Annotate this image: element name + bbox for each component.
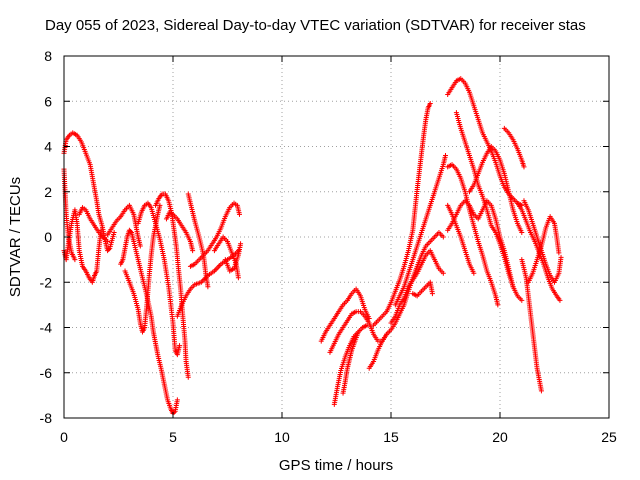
data-point: [364, 322, 370, 328]
series-arc-1: [61, 207, 104, 285]
data-point: [557, 297, 563, 303]
x-tick-label: 25: [601, 429, 617, 445]
data-point: [137, 243, 143, 249]
grid: [64, 56, 609, 418]
x-tick-label: 20: [492, 429, 508, 445]
x-tick-label: 5: [169, 429, 177, 445]
series-arc-30: [466, 144, 525, 235]
data-marks: [61, 76, 564, 416]
x-axis-ticks: 0 5 10 15 20 25: [60, 56, 617, 445]
data-point: [440, 270, 446, 276]
series-arc-24: [410, 279, 435, 299]
series-arc-10: [163, 209, 196, 254]
x-axis-title: GPS time / hours: [279, 457, 393, 474]
series-arc-19: [331, 329, 361, 407]
y-tick-label: 8: [44, 48, 52, 64]
data-point: [471, 270, 477, 276]
series-arc-8: [118, 227, 180, 416]
data-point: [521, 164, 527, 170]
data-point: [427, 101, 433, 107]
data-point: [185, 374, 191, 380]
series-arc-23: [388, 248, 446, 326]
data-point: [205, 284, 211, 290]
y-axis-ticks: -8 -6 -4 -2 0 2 4 6 8: [40, 48, 609, 426]
y-axis-title: SDTVAR / TECUs: [7, 177, 24, 297]
series-arc-9: [153, 191, 191, 380]
series-arc-7: [135, 200, 183, 358]
data-point: [556, 250, 562, 256]
series-arc-4: [76, 205, 111, 245]
data-point: [236, 211, 242, 217]
data-point: [366, 315, 372, 321]
series-arc-5: [105, 202, 143, 249]
data-point: [190, 248, 196, 254]
data-point: [126, 227, 132, 233]
data-point: [519, 229, 525, 235]
data-point: [127, 228, 133, 234]
x-tick-label: 10: [274, 429, 290, 445]
data-point: [440, 234, 446, 240]
series-arc-33: [519, 257, 544, 394]
y-tick-label: 2: [44, 184, 52, 200]
series-arc-34: [521, 198, 564, 285]
data-point: [538, 388, 544, 394]
data-point: [558, 254, 564, 260]
data-point: [238, 241, 244, 247]
y-tick-label: -4: [40, 320, 53, 336]
series-arc-27: [445, 162, 501, 308]
data-point: [510, 284, 516, 290]
data-point: [105, 239, 111, 245]
series-arc-29: [445, 198, 516, 290]
y-tick-label: 4: [44, 139, 52, 155]
y-tick-label: -6: [40, 365, 53, 381]
series-arc-22: [392, 153, 448, 308]
series-arc-20: [366, 229, 446, 371]
y-tick-label: 6: [44, 93, 52, 109]
series-arc-26: [453, 110, 525, 303]
data-point: [443, 153, 448, 159]
y-tick-label: -8: [40, 410, 53, 426]
data-point: [111, 229, 117, 235]
data-point: [157, 202, 163, 208]
data-point: [495, 302, 501, 308]
series-arc-35: [525, 214, 562, 285]
data-point: [177, 343, 183, 349]
data-point: [72, 257, 78, 263]
series-arc-21: [371, 101, 433, 328]
series-arc-6: [122, 202, 163, 335]
data-point: [429, 291, 435, 297]
data-point: [106, 246, 112, 252]
data-point: [519, 297, 525, 303]
x-tick-label: 15: [383, 429, 399, 445]
data-point: [174, 397, 180, 403]
data-point: [355, 329, 361, 335]
y-tick-label: -2: [40, 274, 53, 290]
series-arc-16: [318, 286, 372, 344]
series-arc-13: [187, 200, 242, 269]
x-tick-label: 0: [60, 429, 68, 445]
chart-title: Day 055 of 2023, Sidereal Day-to-day VTE…: [45, 17, 586, 34]
data-point: [171, 409, 177, 415]
data-point: [519, 202, 525, 208]
data-point: [235, 275, 241, 281]
y-tick-label: 0: [44, 229, 52, 245]
series-arc-31: [501, 125, 527, 170]
series-arc-32: [514, 200, 563, 303]
series-arc-15: [222, 241, 244, 274]
data-point: [105, 248, 111, 254]
